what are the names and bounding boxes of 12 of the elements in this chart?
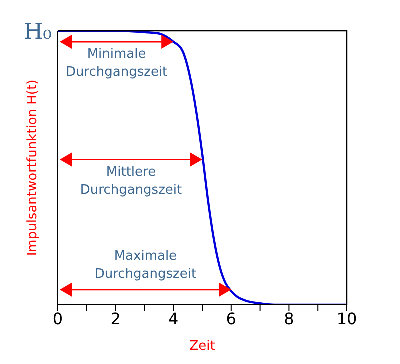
x-tick-label: 10	[336, 309, 358, 328]
x-tick-label: 0	[52, 309, 64, 328]
x-tick-label: 4	[168, 309, 179, 328]
x-tick-label: 2	[110, 309, 121, 328]
annotation: Maximale Durchgangszeit	[94, 248, 197, 282]
annotation: Mittlere Durchgangszeit	[80, 164, 182, 198]
annotation: H₀	[24, 20, 52, 45]
x-axis-title: Zeit	[190, 339, 216, 354]
x-tick-label: 6	[226, 309, 236, 328]
annotation: Minimale Durchgangszeit	[66, 46, 168, 80]
y-axis-title: Impulsantwortfunktion H(t)	[26, 80, 41, 256]
x-tick-label: 8	[284, 309, 294, 328]
